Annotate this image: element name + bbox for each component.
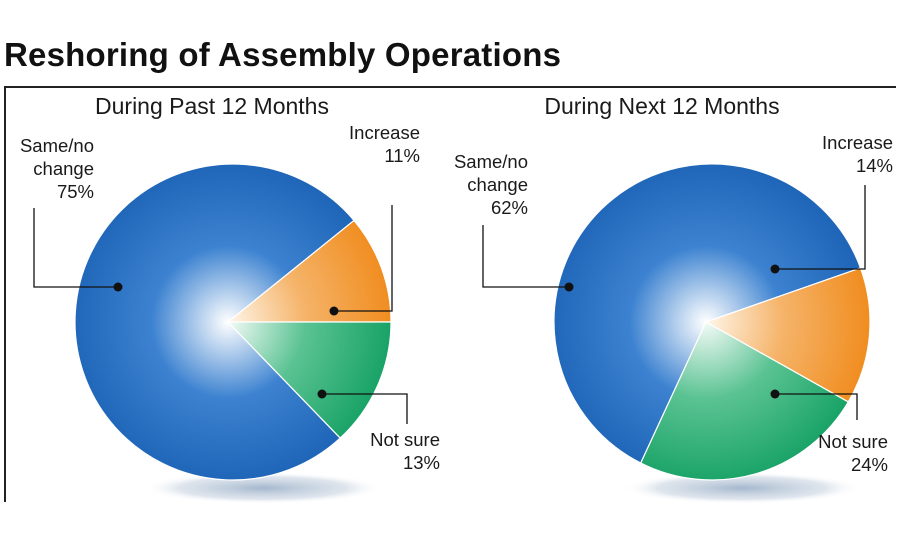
leader-line-next-increase <box>775 185 866 270</box>
leader-dot-next-same <box>564 282 574 292</box>
pie-slice-past-not-sure <box>226 321 392 439</box>
leader-line-next-same <box>482 225 569 288</box>
slice-label-past-increase: Increase <box>349 122 420 143</box>
leader-dot-past-increase <box>329 306 339 316</box>
slice-label-past-same: change <box>33 158 94 179</box>
slice-value-past-same: 75% <box>57 181 94 202</box>
leader-dot-next-increase <box>770 264 780 274</box>
chart-frame <box>4 86 896 502</box>
pie-slice-next-increase <box>704 267 871 403</box>
chart-title-next: During Next 12 Months <box>544 93 779 119</box>
pie-shadow-next <box>622 472 862 504</box>
slice-label-next-same: change <box>467 174 528 195</box>
pie-slice-past-same <box>74 163 355 481</box>
leader-dot-next-not-sure <box>770 389 780 399</box>
pie-slice-past-increase <box>226 219 392 323</box>
leader-dot-past-not-sure <box>317 389 327 399</box>
slice-label-next-same: Same/no <box>454 151 528 172</box>
pie-slice-next-same <box>553 163 862 464</box>
slice-label-past-not-sure: Not sure <box>370 429 440 450</box>
pie-slice-next-not-sure <box>639 321 850 481</box>
main-title: Reshoring of Assembly Operations <box>4 36 562 73</box>
slice-label-next-increase: Increase <box>822 132 893 153</box>
leader-dot-past-same <box>113 282 123 292</box>
slice-value-past-not-sure: 13% <box>403 452 440 473</box>
slice-label-next-not-sure: Not sure <box>818 431 888 452</box>
slice-value-next-increase: 14% <box>856 155 893 176</box>
chart-title-past: During Past 12 Months <box>95 93 329 119</box>
slice-value-next-same: 62% <box>491 197 528 218</box>
leader-line-next-not-sure <box>775 393 858 420</box>
pie-shadow-past <box>143 472 383 504</box>
leader-line-past-increase <box>334 205 393 312</box>
leader-line-past-same <box>33 208 118 288</box>
slice-label-past-same: Same/no <box>20 135 94 156</box>
slice-value-past-increase: 11% <box>384 145 420 166</box>
slice-value-next-not-sure: 24% <box>851 454 888 475</box>
leader-line-past-not-sure <box>322 393 408 424</box>
